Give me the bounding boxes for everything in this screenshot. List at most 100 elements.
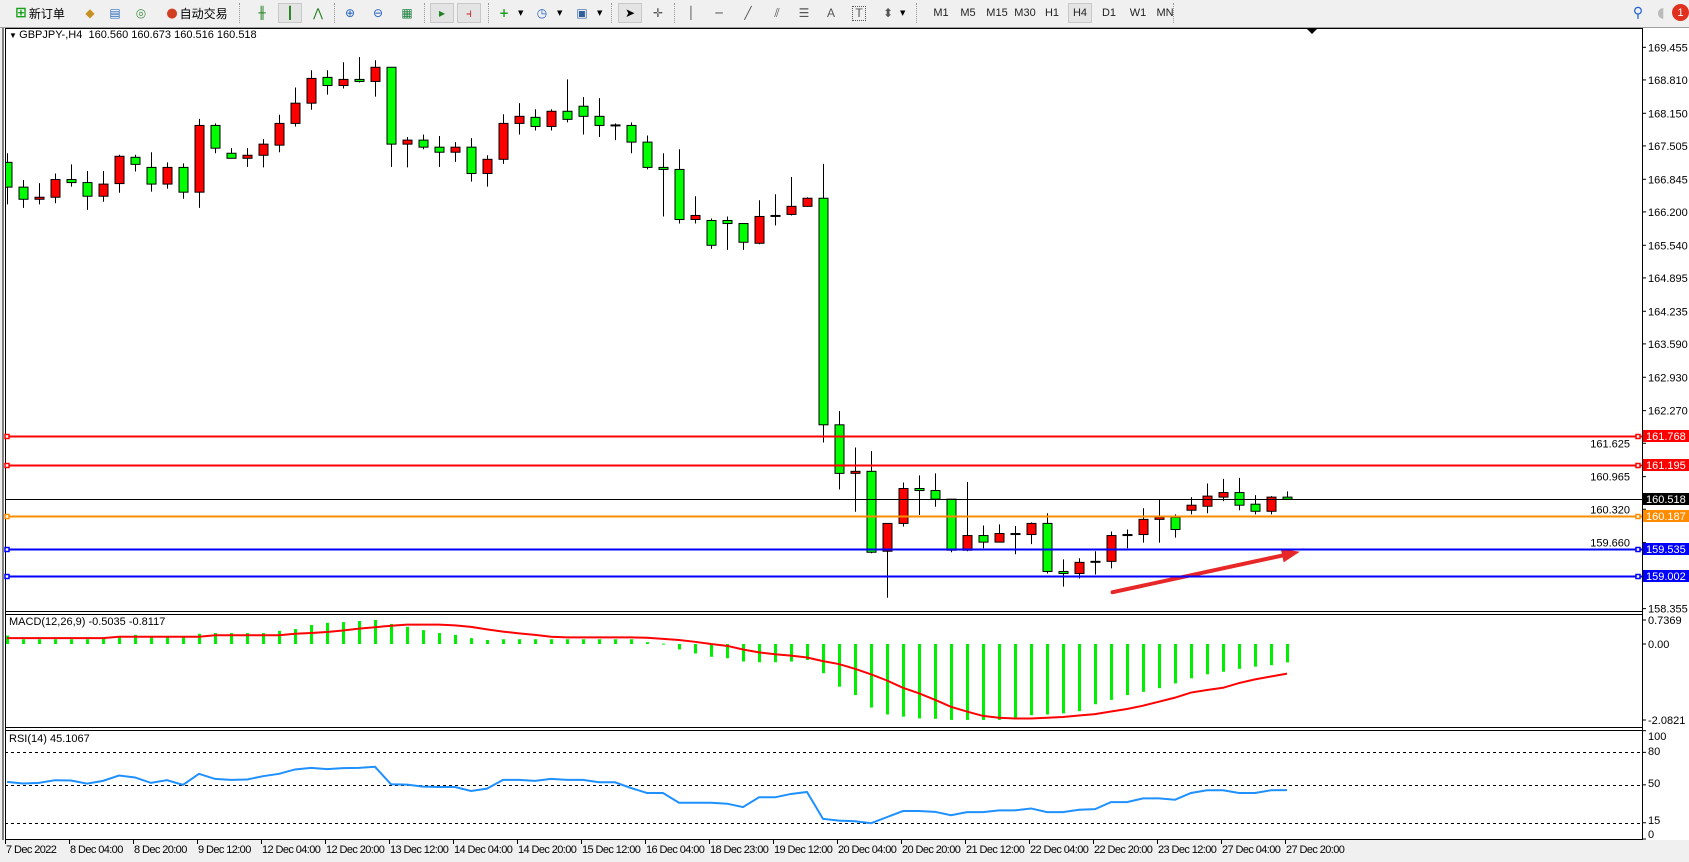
candle	[306, 70, 317, 110]
candle-body	[1186, 504, 1197, 511]
candlestick-button[interactable]: ┃	[278, 3, 302, 23]
macd-histogram-bar	[982, 644, 985, 720]
templates-icon: ▣	[576, 6, 588, 20]
macd-histogram-bar	[86, 639, 89, 644]
bar-chart-button[interactable]: ╫	[252, 3, 272, 23]
candle-body	[402, 139, 413, 145]
candle-body	[738, 223, 749, 243]
candle-body	[210, 124, 221, 149]
macd-histogram-bar	[790, 644, 793, 662]
candle-body	[962, 535, 973, 551]
line-anchor-right-icon	[1635, 513, 1641, 520]
candle	[290, 87, 301, 127]
time-tick-label: 12 Dec 20:00	[326, 844, 385, 856]
time-tick-label: 27 Dec 04:00	[1222, 844, 1281, 856]
signals-button[interactable]: ◎	[131, 3, 151, 23]
equidistant-channel-button[interactable]: ⫽	[767, 3, 787, 23]
chevron-down-icon[interactable]: ▼	[557, 9, 563, 17]
chart-shift-button[interactable]: ⫞	[457, 3, 481, 23]
toolbar-separator	[674, 3, 676, 23]
candle	[626, 122, 637, 154]
macd-histogram-bar	[918, 644, 921, 719]
candle-body	[1250, 503, 1261, 512]
trendline-button[interactable]: ╱	[739, 3, 757, 23]
search-icon: ⚲	[1632, 5, 1644, 21]
data-window-button[interactable]: ▤	[105, 3, 125, 23]
candle	[562, 79, 573, 123]
macd-histogram-bar	[486, 639, 489, 644]
candle-body	[306, 77, 317, 104]
candle	[1058, 559, 1069, 587]
candle	[322, 70, 333, 95]
line-chart-button[interactable]: ⋀	[308, 3, 328, 23]
timeframe-m30[interactable]: M30	[1014, 7, 1036, 19]
trend-arrow	[1110, 553, 1285, 595]
text-label-icon: T	[852, 5, 866, 21]
autotrading-button[interactable]: ● 自动交易	[160, 3, 234, 23]
horizontal-line-icon: ─	[715, 6, 723, 20]
candle	[594, 98, 605, 138]
chevron-down-icon[interactable]: ▼	[597, 9, 603, 17]
timeframe-d1[interactable]: D1	[1101, 7, 1117, 19]
toolbar-separator	[1173, 3, 1175, 23]
horizontal-line-button[interactable]: ─	[710, 3, 728, 23]
timeframe-w1[interactable]: W1	[1129, 7, 1147, 19]
text-label-button[interactable]: T	[851, 3, 867, 23]
indicators-button[interactable]: +	[494, 3, 514, 23]
candle-body	[946, 498, 957, 551]
cursor-button[interactable]: ➤	[618, 3, 642, 23]
macd-histogram-bar	[534, 639, 537, 644]
templates-button[interactable]: ▣	[572, 3, 592, 23]
candle-body	[1202, 495, 1213, 507]
chevron-down-icon[interactable]: ▼	[518, 9, 524, 17]
candle-body	[898, 488, 909, 524]
candle-body	[1234, 492, 1245, 506]
price-tick-label: 164.895	[1648, 273, 1688, 285]
timeframe-m5[interactable]: M5	[960, 7, 976, 19]
price-tick-label: 161.625	[1590, 438, 1630, 450]
timeframe-h1[interactable]: H1	[1044, 7, 1060, 19]
vertical-line-button[interactable]: │	[682, 3, 700, 23]
notification-count-badge[interactable]: 1	[1672, 4, 1689, 21]
macd-histogram-bar	[134, 634, 137, 644]
price-label: 160.518	[1646, 494, 1686, 506]
line-chart-icon: ⋀	[313, 6, 323, 20]
time-tick-label: 20 Dec 04:00	[838, 844, 897, 856]
candle-body	[290, 102, 301, 124]
zoom-out-button[interactable]: ⊖	[368, 3, 388, 23]
search-button[interactable]: ⚲	[1628, 3, 1648, 23]
timeframe-h4[interactable]: H4	[1068, 3, 1092, 23]
candle	[402, 137, 413, 168]
trend-arrow-head-icon	[1280, 548, 1300, 563]
periods-button[interactable]: ◷	[532, 3, 552, 23]
zoom-in-icon: ⊕	[344, 6, 356, 20]
macd-histogram-bar	[598, 639, 601, 644]
candle-body	[386, 66, 397, 145]
macd-histogram-bar	[326, 622, 329, 644]
autoscroll-icon: ▸	[438, 6, 446, 20]
macd-histogram-bar	[310, 625, 313, 644]
new-order-button[interactable]: ⊞ 新订单	[8, 3, 72, 23]
timeframe-m1[interactable]: M1	[933, 7, 949, 19]
time-tick-label: 9 Dec 12:00	[198, 844, 251, 856]
macd-histogram-bar	[54, 639, 57, 644]
market-watch-button[interactable]: ◆	[80, 3, 100, 23]
candle	[738, 223, 749, 250]
candle-body	[466, 146, 477, 174]
timeframe-mn[interactable]: MN	[1156, 7, 1174, 19]
notifications-button[interactable]: ◖	[1652, 3, 1670, 23]
fibonacci-button[interactable]: ☰	[794, 3, 814, 23]
candle	[498, 114, 509, 164]
candle-body	[498, 122, 509, 160]
crosshair-button[interactable]: ✛	[648, 3, 668, 23]
timeframe-m15[interactable]: M15	[986, 7, 1008, 19]
zoom-in-button[interactable]: ⊕	[340, 3, 360, 23]
text-button[interactable]: A	[823, 3, 839, 23]
tile-windows-button[interactable]: ▦	[397, 3, 417, 23]
bar-chart-icon: ╫	[258, 6, 266, 20]
arrows-button[interactable]: ⬍	[879, 3, 897, 23]
autoscroll-button[interactable]: ▸	[430, 3, 454, 23]
time-tick-label: 8 Dec 20:00	[134, 844, 187, 856]
chevron-down-icon[interactable]: ▼	[900, 9, 906, 17]
